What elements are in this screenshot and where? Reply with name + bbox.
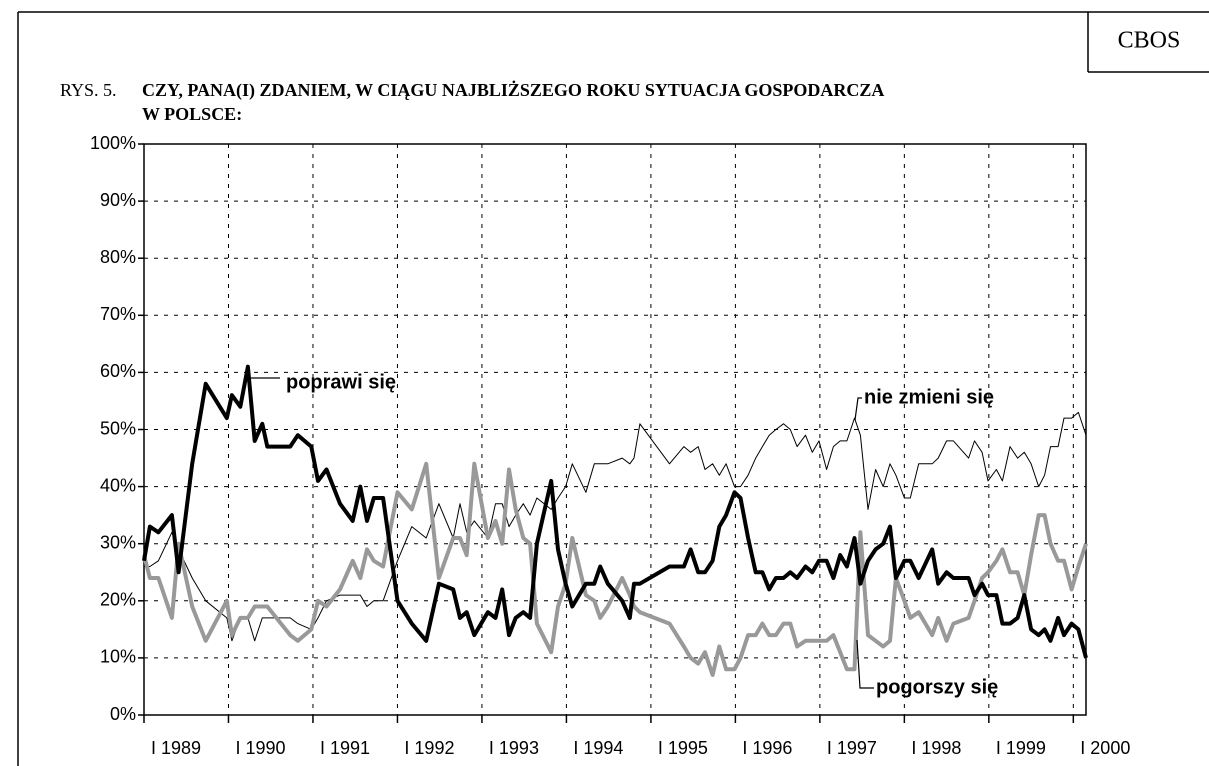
series-label: pogorszy się: [876, 676, 998, 698]
x-tick-label: I 1999: [996, 738, 1046, 758]
y-tick-label: 50%: [100, 418, 136, 438]
x-tick-label: I 1995: [658, 738, 708, 758]
x-tick-label: I 1990: [235, 738, 285, 758]
title-prefix: RYS. 5.: [60, 80, 117, 100]
series-label: nie zmieni się: [864, 386, 994, 408]
source: CBOS: [1118, 28, 1181, 54]
x-tick-label: I 1993: [489, 738, 539, 758]
x-tick-label: I 1998: [911, 738, 961, 758]
y-tick-label: 70%: [100, 304, 136, 324]
x-tick-label: I 1994: [573, 738, 623, 758]
label-leader: [854, 397, 862, 421]
series-line: [144, 411, 1087, 642]
y-tick-label: 0%: [110, 704, 136, 724]
y-tick-label: 40%: [100, 475, 136, 495]
chart-title: CZY, PANA(I) ZDANIEM, W CIĄGU NAJBLIŻSZE…: [142, 80, 884, 101]
series-line: [142, 364, 1088, 659]
label-leader: [856, 639, 874, 689]
x-tick-label: I 1996: [742, 738, 792, 758]
chart-title: W POLSCE:: [142, 104, 242, 124]
x-tick-label: I 1989: [151, 738, 201, 758]
series-label: poprawi się: [286, 371, 396, 393]
x-tick-label: I 1997: [827, 738, 877, 758]
y-tick-label: 90%: [100, 190, 136, 210]
series-line: [142, 461, 1088, 677]
y-tick-label: 80%: [100, 247, 136, 267]
y-tick-label: 30%: [100, 532, 136, 552]
x-tick-label: I 2000: [1080, 738, 1130, 758]
y-tick-label: 10%: [100, 647, 136, 667]
y-tick-label: 60%: [100, 361, 136, 381]
x-tick-label: I 1992: [404, 738, 454, 758]
plot-frame: [143, 143, 1087, 716]
y-tick-label: 20%: [100, 590, 136, 610]
y-tick-label: 100%: [90, 133, 136, 153]
x-tick-label: I 1991: [320, 738, 370, 758]
